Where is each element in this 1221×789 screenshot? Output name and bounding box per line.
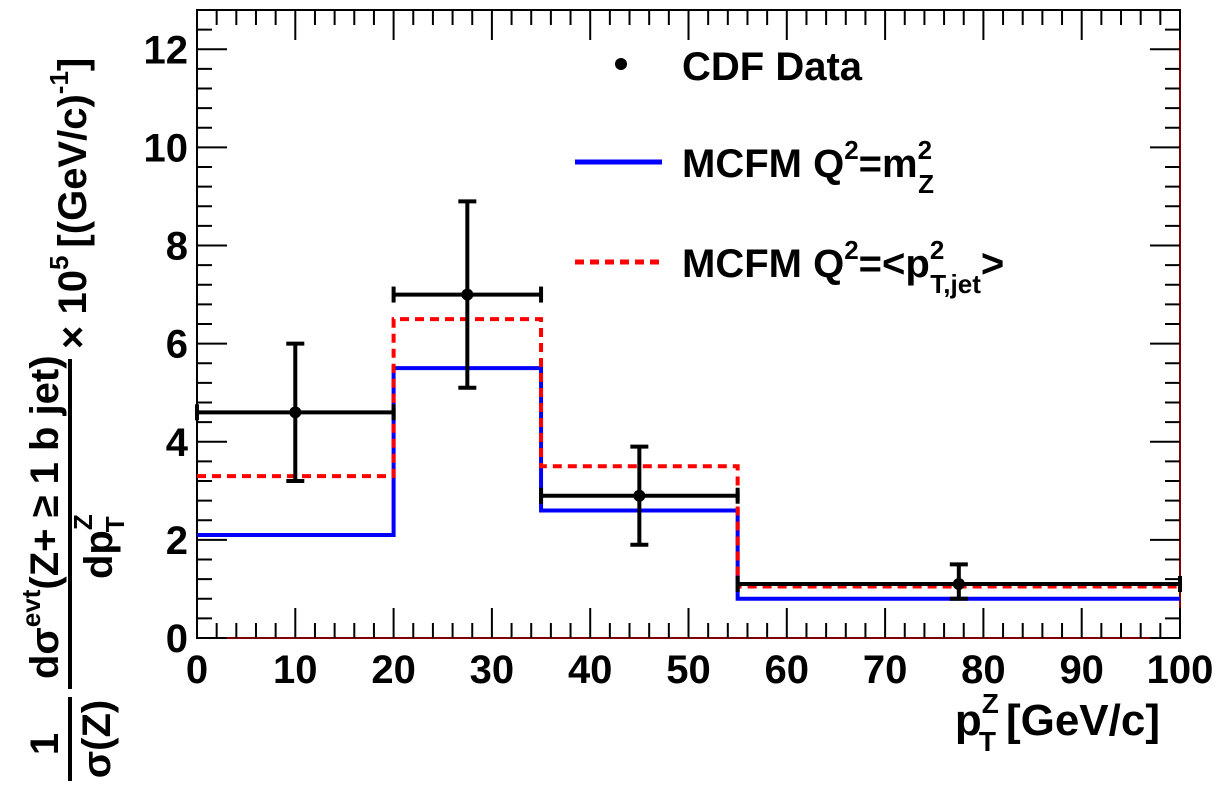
x-tick-label: 40 — [568, 648, 613, 692]
plot-frame — [196, 9, 1181, 639]
y-title-frac-numerator: dσevt(Z+ ≥ 1 b jet) — [16, 355, 67, 679]
y-title-scale: × 10 — [51, 270, 95, 349]
x-tick-label: 60 — [765, 648, 810, 692]
y-title-frac-den-sup: Z — [68, 514, 98, 530]
legend-entry-series-2: MCFM Q2=<p2 T,jet> — [575, 235, 1004, 299]
legend-label-data: CDF Data — [682, 45, 863, 89]
x-tick-label: 30 — [470, 648, 515, 692]
y-tick-label: 0 — [166, 617, 188, 661]
series-2-histogram — [197, 317, 1180, 589]
data-point-2 — [391, 199, 544, 390]
legend: CDF Data MCFM Q2=m2 Z MCFM Q2=<p2 T,jet> — [575, 45, 1004, 299]
y-tick-label: 2 — [166, 519, 188, 563]
y-tick-label: 6 — [166, 323, 188, 367]
data-marker — [289, 406, 302, 419]
x-axis-title-sup: Z — [982, 688, 999, 719]
x-tick-label: 20 — [371, 648, 416, 692]
y-title-unit: [(GeV/c) — [51, 94, 95, 247]
y-title-frac-den-sub: T — [100, 516, 130, 532]
series-1-histogram — [197, 366, 1180, 601]
x-tick-label: 50 — [666, 648, 711, 692]
y-title-norm-numerator: 1 — [23, 733, 67, 755]
legend-label-series-2: MCFM Q2=<p2 T,jet> — [682, 235, 1004, 299]
x-axis-title-base: p — [955, 696, 982, 745]
x-tick-label: 80 — [961, 648, 1006, 692]
y-title-frac-den-base: dp — [77, 530, 121, 579]
series-layer — [197, 317, 1180, 601]
legend-entry-data: CDF Data — [615, 45, 863, 89]
y-tick-label: 10 — [144, 126, 189, 170]
y-title-norm-denominator: σ(Z) — [75, 700, 119, 778]
data-marker — [952, 578, 965, 591]
axis-ticks: 0 10 20 30 40 50 60 70 80 90 100 0 2 4 6 8 10 12 — [144, 10, 1214, 692]
y-title-frac-denominator: dpZT — [68, 514, 130, 579]
x-tick-label: 70 — [863, 648, 908, 692]
y-title-scale-exp: 5 — [44, 256, 74, 270]
data-points — [195, 199, 1182, 601]
legend-label-series-1: MCFM Q2=m2 Z — [682, 135, 934, 199]
y-axis-title: 1 σ(Z) dσevt(Z+ ≥ 1 b jet) dpZT × 105 [(G… — [16, 58, 130, 781]
x-tick-label: 100 — [1147, 648, 1214, 692]
data-marker — [461, 288, 474, 301]
plot-border — [196, 9, 1181, 639]
x-axis-title-rest: [GeV/c] — [1006, 696, 1160, 745]
y-tick-label: 8 — [166, 225, 188, 269]
legend-entry-series-1: MCFM Q2=m2 Z — [575, 135, 934, 199]
x-tick-label: 90 — [1059, 648, 1104, 692]
legend-marker-data — [615, 58, 627, 70]
y-tick-label: 12 — [144, 28, 189, 72]
y-title-frac-num-base: dσ — [23, 627, 67, 679]
y-tick-label: 4 — [166, 421, 189, 465]
data-point-4 — [735, 562, 1182, 601]
x-axis-title: pZ T [GeV/c] — [955, 688, 1160, 757]
y-title-frac-num-sup: evt — [16, 589, 46, 627]
x-axis-title-sub: T — [979, 726, 996, 757]
y-title-unit-exp: -1 — [44, 71, 74, 94]
y-title-unit-close: ] — [51, 58, 95, 71]
data-point-3 — [539, 444, 740, 547]
x-tick-label: 10 — [273, 648, 318, 692]
data-point-1 — [195, 341, 396, 483]
data-marker — [633, 489, 646, 502]
x-tick-label: 0 — [186, 648, 208, 692]
y-title-frac-num-rest: (Z+ ≥ 1 b jet) — [23, 355, 67, 589]
y-title-scale-units: × 105 [(GeV/c)-1] — [44, 58, 95, 349]
